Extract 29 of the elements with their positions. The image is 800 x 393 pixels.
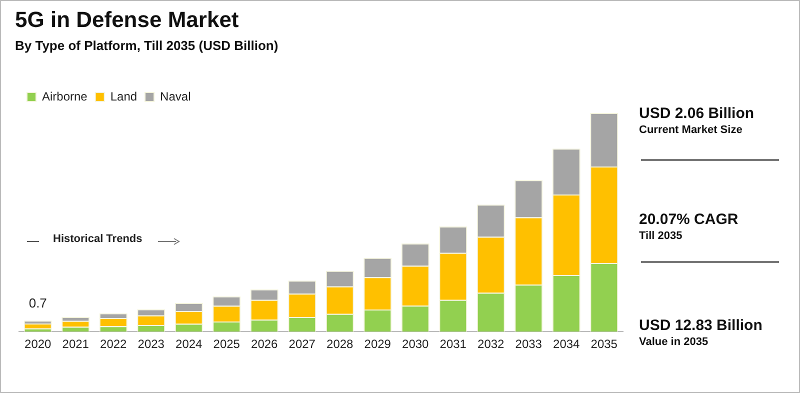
x-tick-label: 2029 (364, 337, 392, 352)
x-tick-label: 2027 (288, 337, 316, 352)
text: USD 12.83 Billion (639, 317, 762, 334)
x-tick-label: 2033 (515, 337, 542, 352)
x-tick-label: 2022 (100, 337, 128, 352)
legend-label: Land (110, 89, 138, 104)
chart-subtitle: By Type of Platform, Till 2035 (USD Billion) (15, 38, 278, 53)
text: USD 2.06 Billion (639, 105, 754, 122)
x-tick-label: 2035 (590, 337, 618, 352)
chart-title: 5G in Defense Market (15, 7, 239, 33)
x-tick-label: 2021 (62, 337, 90, 352)
x-tick-label: 2034 (553, 337, 580, 352)
x-tick-label: 2023 (138, 337, 165, 352)
text: Value in 2035 (639, 336, 710, 348)
x-tick-label: 2025 (213, 337, 240, 352)
text: Current Market Size (639, 124, 744, 136)
x-tick-label: 2020 (24, 337, 52, 352)
legend-label: Airborne (42, 89, 88, 104)
x-tick-label: 2024 (176, 337, 203, 352)
annotation: 0.7 (28, 296, 47, 311)
x-tick-label: 2031 (440, 337, 467, 352)
x-tick-label: 2026 (251, 337, 278, 352)
text: 20.07% CAGR (639, 211, 738, 228)
text: Till 2035 (639, 230, 684, 242)
x-tick-label: 2030 (402, 337, 430, 352)
x-tick-label: 2028 (326, 337, 354, 352)
legend-label: Naval (160, 89, 191, 104)
x-tick-label: 2032 (478, 337, 505, 352)
annotation: Historical Trends (53, 233, 142, 245)
